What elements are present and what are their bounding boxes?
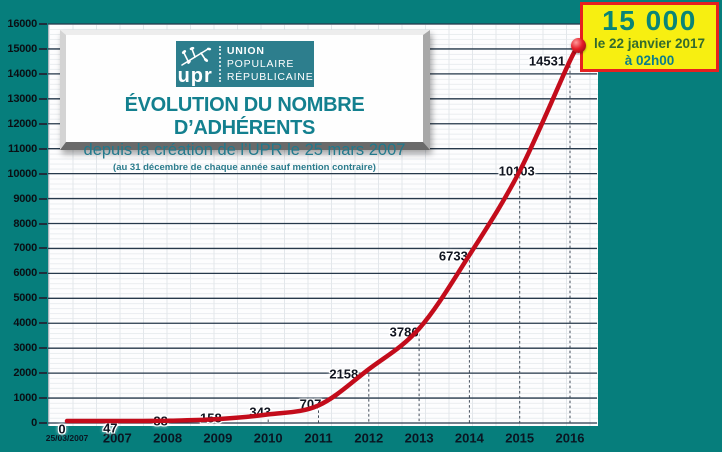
y-axis-label: 15000: [7, 42, 37, 55]
title-card: upr UNION POPULAIRE RÉPUBLICAINE ÉVOLUTI…: [60, 30, 430, 173]
latest-count-value: 15 000: [602, 5, 697, 36]
y-axis-label: 10000: [7, 167, 37, 180]
data-label: 3786: [389, 324, 419, 340]
y-axis-label: 13000: [7, 92, 37, 105]
x-axis-label: 2014: [454, 430, 484, 446]
x-axis-label: 2010: [253, 430, 283, 446]
data-label: 10103: [498, 163, 535, 179]
x-axis-label: 2015: [505, 430, 535, 446]
org-line-2: POPULAIRE: [226, 57, 295, 70]
upr-logo-left: upr: [176, 45, 215, 87]
y-axis-label: 8000: [13, 217, 37, 230]
endpoint-marker: [570, 38, 586, 54]
upr-logo: upr UNION POPULAIRE RÉPUBLICAINE: [175, 41, 314, 87]
y-axis-tick: [39, 247, 47, 250]
logo-separator: [218, 46, 221, 82]
y-axis-label: 4000: [13, 317, 37, 330]
y-axis-tick: [39, 47, 47, 50]
y-axis-label: 1000: [13, 392, 37, 405]
y-axis-tick: [39, 322, 47, 325]
x-axis-label: 2016: [555, 430, 585, 446]
y-axis-label: 5000: [13, 292, 37, 305]
x-axis-label: 2012: [354, 430, 384, 446]
x-axis-label: 2008: [153, 430, 183, 446]
x-axis-label: 2011: [304, 430, 333, 446]
chart-title: ÉVOLUTION DU NOMBRE D’ADHÉRENTS: [124, 94, 365, 139]
data-label: 158: [200, 410, 222, 426]
y-axis-tick: [39, 97, 47, 100]
chart-footnote: (au 31 décembre de chaque année sauf men…: [113, 162, 376, 173]
y-axis-tick: [39, 23, 47, 25]
y-axis-tick: [39, 347, 47, 350]
upr-acronym: upr: [177, 64, 213, 87]
y-axis-label: 9000: [13, 192, 37, 205]
y-axis-tick: [39, 197, 47, 200]
x-axis-label: 2013: [404, 430, 434, 446]
data-label: 47: [103, 420, 118, 436]
y-axis-tick: [39, 122, 47, 125]
y-axis-tick: [39, 272, 47, 275]
y-axis-label: 12000: [7, 117, 37, 130]
latest-count-date: le 22 janvier 2017: [593, 36, 706, 51]
latest-count-callout: 15 000 le 22 janvier 2017 à 02h00: [580, 2, 719, 72]
y-axis-label: 16000: [7, 18, 37, 30]
y-axis-label: 6000: [13, 267, 37, 280]
x-axis-label: 2009: [203, 430, 233, 446]
data-label: 14531: [528, 53, 566, 69]
data-label: 2158: [329, 366, 359, 382]
latest-count-time: à 02h00: [624, 53, 675, 68]
data-label: 6733: [438, 248, 468, 264]
y-axis-tick: [39, 372, 47, 375]
org-line-3: RÉPUBLICAINE: [226, 70, 314, 83]
org-line-1: UNION: [226, 44, 265, 57]
data-label: 343: [249, 404, 272, 420]
x-axis-label: 25/03/2007: [45, 433, 89, 443]
y-axis-tick: [39, 72, 47, 75]
data-label: 0: [58, 421, 66, 437]
y-axis-label: 11000: [8, 142, 37, 155]
y-axis-label: 14000: [7, 67, 37, 80]
y-axis-label: 3000: [13, 342, 37, 355]
y-axis-tick: [39, 172, 47, 175]
chart-subtitle: depuis la création de l’UPR le 25 mars 2…: [83, 141, 406, 159]
y-axis-tick: [39, 422, 47, 424]
y-axis-tick: [39, 397, 47, 400]
data-label: 707: [299, 396, 322, 412]
x-axis-label: 2007: [102, 430, 132, 446]
y-axis-tick: [39, 297, 47, 300]
y-axis-label: 0: [31, 417, 37, 429]
data-label: 88: [153, 413, 168, 429]
y-axis-label: 7000: [13, 242, 37, 255]
y-axis-tick: [39, 222, 47, 225]
y-axis-tick: [39, 147, 47, 150]
upr-logo-text: UNION POPULAIRE RÉPUBLICAINE: [227, 45, 314, 84]
y-axis-label: 2000: [13, 367, 37, 380]
